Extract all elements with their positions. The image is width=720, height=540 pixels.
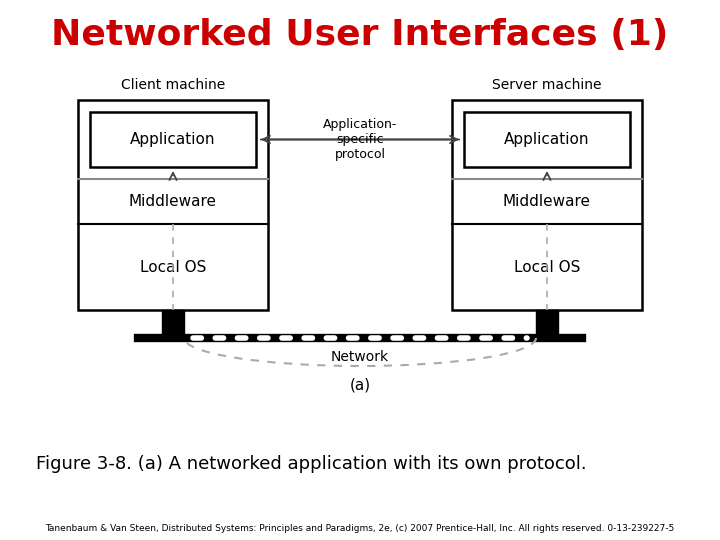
Text: Client machine: Client machine (121, 78, 225, 92)
Text: Figure 3-8. (a) A networked application with its own protocol.: Figure 3-8. (a) A networked application … (36, 455, 587, 473)
Text: Middleware: Middleware (129, 194, 217, 209)
Text: Middleware: Middleware (503, 194, 591, 209)
Bar (78, 100, 268, 310)
Text: Tanenbaum & Van Steen, Distributed Systems: Principles and Paradigms, 2e, (c) 20: Tanenbaum & Van Steen, Distributed Syste… (45, 524, 675, 533)
Bar (162, 310, 184, 338)
Text: Application: Application (130, 132, 216, 147)
Bar (464, 112, 630, 167)
Text: Networked User Interfaces (1): Networked User Interfaces (1) (51, 18, 669, 52)
Text: Local OS: Local OS (140, 260, 206, 274)
Text: Application-
specific
protocol: Application- specific protocol (323, 118, 397, 161)
Bar (452, 100, 642, 310)
Text: Network: Network (331, 350, 389, 364)
Text: Local OS: Local OS (514, 260, 580, 274)
Text: Application: Application (504, 132, 590, 147)
Bar (90, 112, 256, 167)
Text: (a): (a) (349, 378, 371, 393)
Text: Server machine: Server machine (492, 78, 602, 92)
Bar (536, 310, 558, 338)
